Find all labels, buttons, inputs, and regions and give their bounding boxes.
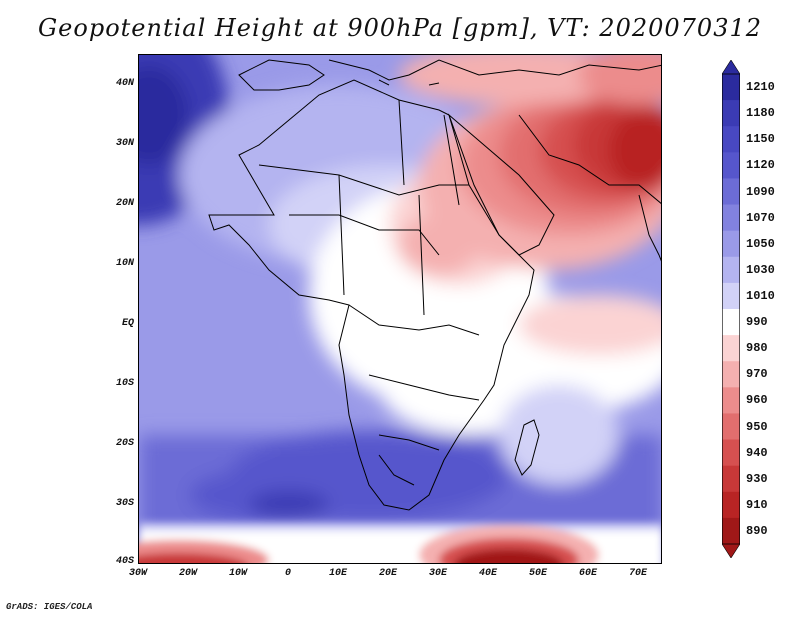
colorbar-swatch	[722, 413, 740, 441]
map-title: Geopotential Height at 900hPa [gpm], VT:…	[38, 14, 762, 42]
colorbar-label: 930	[746, 471, 768, 486]
colorbar-label: 1120	[746, 158, 775, 173]
y-tick-20s: 20S	[115, 438, 134, 449]
geopotential-field	[139, 55, 661, 563]
map-panel	[138, 54, 662, 564]
colorbar-label: 940	[746, 445, 768, 460]
colorbar-swatch	[722, 74, 740, 101]
colorbar-swatch	[722, 361, 740, 388]
colorbar-label: 990	[746, 315, 768, 330]
colorbar-swatch	[722, 126, 740, 153]
colorbar-swatch	[722, 387, 740, 414]
y-tick-10n: 10N	[115, 258, 134, 269]
colorbar-label: 910	[746, 497, 768, 512]
x-tick-30e: 30E	[428, 568, 447, 579]
colorbar-label: 950	[746, 419, 768, 434]
colorbar-label: 1180	[746, 106, 775, 121]
y-tick-40s: 40S	[115, 556, 134, 567]
colorbar-swatch	[722, 439, 740, 467]
colorbar-swatch	[722, 256, 740, 284]
colorbar-swatch	[722, 152, 740, 179]
colorbar	[722, 60, 740, 558]
colorbar-swatch	[722, 178, 740, 206]
colorbar-label: 1010	[746, 288, 775, 303]
colorbar-swatch	[722, 282, 740, 310]
colorbar-label: 980	[746, 341, 768, 356]
colorbar-swatch	[722, 517, 740, 545]
y-tick-30n: 30N	[115, 138, 134, 149]
colorbar-swatch	[722, 230, 740, 258]
colorbar-swatch	[722, 100, 740, 127]
x-tick-10w: 10W	[228, 568, 247, 579]
x-tick-50e: 50E	[528, 568, 547, 579]
colorbar-label: 970	[746, 367, 768, 382]
x-tick-40e: 40E	[478, 568, 497, 579]
colorbar-label: 1070	[746, 210, 775, 225]
colorbar-swatch	[722, 204, 740, 232]
colorbar-label: 1050	[746, 236, 775, 251]
colorbar-swatch	[722, 335, 740, 362]
x-tick-30w: 30W	[128, 568, 147, 579]
x-tick-60e: 60E	[578, 568, 597, 579]
y-tick-20n: 20N	[115, 198, 134, 209]
credit-text: GrADS: IGES/COLA	[6, 602, 93, 612]
coastlines	[208, 59, 661, 511]
colorbar-max-arrow	[722, 60, 740, 75]
colorbar-swatch	[722, 465, 740, 493]
y-tick-eq: EQ	[121, 318, 134, 329]
x-tick-20w: 20W	[178, 568, 197, 579]
x-tick-0: 0	[284, 568, 291, 579]
x-tick-70e: 70E	[628, 568, 647, 579]
y-tick-30s: 30S	[115, 498, 134, 509]
colorbar-label: 960	[746, 393, 768, 408]
y-tick-40n: 40N	[115, 78, 134, 89]
colorbar-min-arrow	[722, 543, 740, 558]
colorbar-swatch	[722, 491, 740, 519]
y-tick-10s: 10S	[115, 378, 134, 389]
colorbar-swatch	[722, 309, 740, 336]
x-tick-10e: 10E	[328, 568, 347, 579]
colorbar-label: 1030	[746, 262, 775, 277]
colorbar-label: 1210	[746, 80, 775, 95]
x-tick-20e: 20E	[378, 568, 397, 579]
colorbar-label: 1150	[746, 132, 775, 147]
colorbar-label: 1090	[746, 184, 775, 199]
colorbar-label: 890	[746, 523, 768, 538]
